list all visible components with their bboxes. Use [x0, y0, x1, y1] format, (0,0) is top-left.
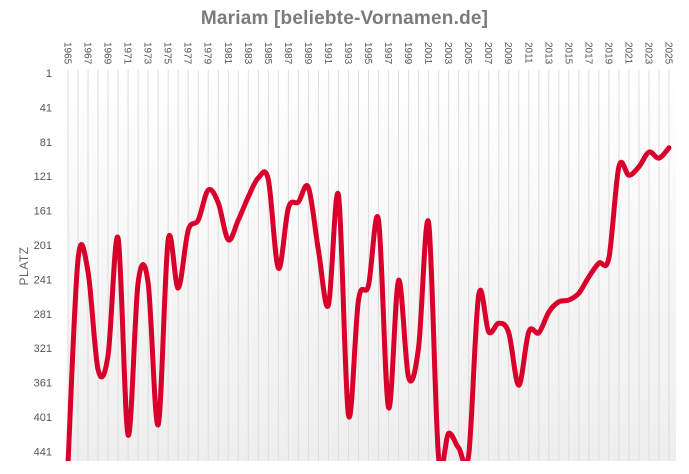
y-axis-label: PLATZ: [17, 247, 31, 286]
x-tick-label: 2017: [582, 42, 593, 65]
x-tick-label: 2005: [462, 42, 473, 65]
x-tick-label: 1965: [62, 42, 73, 65]
x-tick-label: 2023: [642, 42, 653, 65]
x-tick-label: 1981: [222, 42, 233, 65]
y-tick-label: 321: [34, 343, 52, 355]
x-tick-label: 1995: [362, 42, 373, 65]
y-tick-label: 161: [34, 206, 52, 218]
x-tick-label: 1999: [402, 42, 413, 65]
y-tick-label: 281: [34, 309, 52, 321]
x-tick-label: 1969: [102, 42, 113, 65]
x-tick-label: 1971: [122, 42, 133, 65]
x-tick-label: 1979: [202, 42, 213, 65]
y-tick-label: 241: [34, 274, 52, 286]
y-tick-label: 201: [34, 240, 52, 252]
series-line-mariam: [65, 145, 672, 461]
y-tick-label: 441: [34, 446, 52, 458]
x-tick-label: 2007: [482, 42, 493, 65]
x-tick-label: 2015: [562, 42, 573, 65]
y-tick-label: 1: [46, 68, 52, 80]
y-tick-label: 401: [34, 412, 52, 424]
x-tick-label: 2019: [602, 42, 613, 65]
x-axis-ticks: 1965 1967 1969 1971 1973 1975 1977 1979 1981 1983…: [62, 42, 674, 65]
y-tick-label: 121: [34, 171, 52, 183]
x-tick-label: 2013: [542, 42, 553, 65]
y-tick-label: 81: [40, 137, 52, 149]
x-tick-label: 2003: [442, 42, 453, 65]
x-tick-label: 1975: [162, 42, 173, 65]
x-tick-label: 2001: [422, 42, 433, 65]
x-tick-label: 2011: [522, 42, 533, 64]
x-tick-label: 1991: [322, 42, 333, 65]
x-tick-label: 1993: [342, 42, 353, 65]
x-tick-label: 2025: [663, 42, 674, 65]
x-tick-label: 1973: [142, 42, 153, 65]
chart-title: Mariam [beliebte-Vornamen.de]: [200, 8, 489, 29]
vertical-gridlines: [67, 70, 670, 461]
x-tick-label: 1985: [262, 42, 273, 65]
y-tick-label: 361: [34, 378, 52, 390]
x-tick-label: 1967: [82, 42, 93, 65]
x-tick-label: 1997: [382, 42, 393, 65]
x-tick-label: 1983: [242, 42, 253, 65]
x-tick-label: 2021: [622, 42, 633, 65]
y-axis-ticks: 1 41 81 121 161 201 241 281 321 361 401 441: [34, 68, 52, 458]
x-tick-label: 1989: [302, 42, 313, 65]
x-tick-label: 1977: [182, 42, 193, 65]
x-tick-label: 2009: [502, 42, 513, 65]
x-tick-label: 1987: [282, 42, 293, 65]
y-tick-label: 41: [40, 102, 52, 114]
